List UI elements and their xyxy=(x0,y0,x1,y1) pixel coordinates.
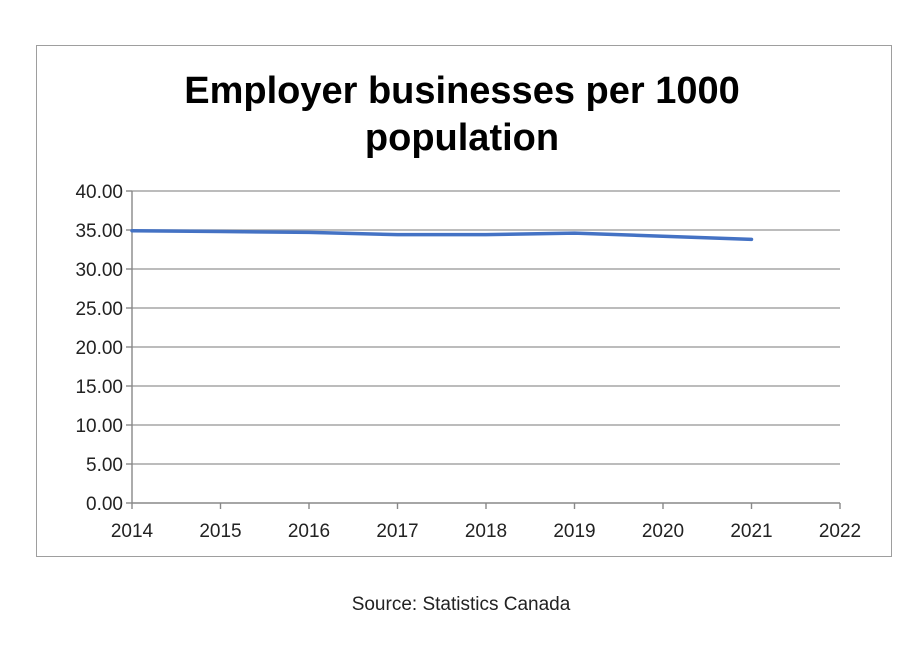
x-tick-label: 2020 xyxy=(642,521,684,542)
y-tick-label: 30.00 xyxy=(75,260,123,281)
y-tick-label: 10.00 xyxy=(75,416,123,437)
y-tick-label: 20.00 xyxy=(75,338,123,359)
chart-title-line-2: population xyxy=(365,117,559,159)
source-note: Source: Statistics Canada xyxy=(351,594,571,615)
series-line xyxy=(130,229,754,242)
y-tick-label: 40.00 xyxy=(75,182,123,203)
x-tick-label: 2016 xyxy=(288,521,330,542)
y-tick-label: 5.00 xyxy=(86,455,123,476)
y-tick-label: 25.00 xyxy=(75,299,123,320)
chart-frame xyxy=(36,45,892,557)
x-tick-label: 2021 xyxy=(730,521,772,542)
y-tick-label: 0.00 xyxy=(86,494,123,515)
x-tick-label: 2018 xyxy=(465,521,507,542)
x-tick-label: 2019 xyxy=(553,521,595,542)
x-tick-label: 2014 xyxy=(111,521,154,542)
line-chart: Employer businesses per 1000 population … xyxy=(75,70,861,542)
y-tick-label: 35.00 xyxy=(75,221,123,242)
x-tick-label: 2017 xyxy=(376,521,418,542)
x-tick-label: 2022 xyxy=(819,521,861,542)
x-tick-label: 2015 xyxy=(199,521,241,542)
chart-title-line-1: Employer businesses per 1000 xyxy=(184,70,740,112)
y-tick-label: 15.00 xyxy=(75,377,123,398)
